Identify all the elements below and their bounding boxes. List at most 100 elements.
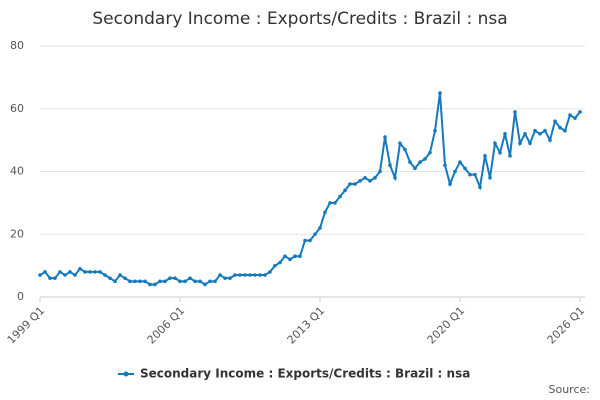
point — [403, 147, 407, 152]
point — [303, 238, 307, 243]
y-tick-label: 40 — [10, 165, 24, 178]
point — [153, 282, 157, 287]
point — [443, 163, 447, 168]
point — [388, 163, 392, 168]
point — [353, 182, 357, 186]
point — [38, 273, 42, 277]
point — [143, 279, 147, 284]
point — [63, 273, 67, 277]
point — [188, 276, 192, 280]
point — [168, 276, 172, 280]
point — [468, 172, 472, 177]
point — [538, 132, 542, 136]
point — [178, 279, 182, 284]
point — [513, 110, 517, 114]
point — [88, 270, 92, 274]
point — [213, 279, 217, 284]
point — [198, 279, 202, 284]
point — [208, 279, 212, 284]
point — [413, 166, 417, 171]
point — [343, 188, 347, 193]
point — [323, 210, 327, 215]
point — [253, 273, 257, 277]
point — [453, 169, 457, 174]
point — [563, 128, 567, 133]
y-tick-label: 80 — [10, 39, 24, 52]
point — [368, 179, 372, 183]
point — [518, 141, 522, 146]
point — [408, 160, 412, 164]
legend-marker — [123, 371, 129, 377]
point — [503, 132, 507, 136]
point — [458, 160, 462, 164]
chart-title: Secondary Income : Exports/Credits : Bra… — [92, 9, 507, 29]
point — [223, 276, 227, 280]
point — [448, 182, 452, 186]
point — [268, 270, 272, 274]
point — [278, 260, 282, 265]
point — [438, 91, 442, 95]
point — [123, 276, 127, 280]
point — [398, 141, 402, 146]
point — [558, 125, 562, 130]
point — [103, 273, 107, 277]
point — [263, 273, 267, 277]
point — [348, 182, 352, 186]
point — [258, 273, 262, 277]
y-tick-label: 20 — [10, 227, 24, 240]
y-tick-label: 0 — [17, 290, 24, 303]
point — [173, 276, 177, 280]
point — [423, 157, 427, 161]
point — [378, 169, 382, 174]
point — [98, 270, 102, 274]
point — [498, 150, 502, 155]
point — [228, 276, 232, 280]
point — [48, 276, 52, 280]
point — [338, 194, 342, 199]
point — [473, 172, 477, 177]
point — [158, 279, 162, 284]
series-line — [39, 92, 581, 286]
point — [383, 135, 387, 139]
point — [53, 276, 57, 280]
point — [578, 110, 582, 114]
point — [138, 279, 142, 284]
point — [283, 254, 287, 259]
point — [463, 166, 467, 171]
point — [393, 175, 397, 180]
point — [308, 238, 312, 243]
point — [318, 226, 322, 230]
point — [183, 279, 187, 284]
x-tick-label: 2020 Q1 — [425, 304, 468, 347]
point — [243, 273, 247, 277]
point — [233, 273, 237, 277]
point — [363, 175, 367, 180]
point — [43, 270, 47, 274]
point — [333, 201, 337, 205]
x-tick-label: 1999 Q1 — [5, 304, 48, 347]
point — [428, 150, 432, 155]
point — [373, 175, 377, 180]
x-tick-label: 2013 Q1 — [285, 304, 328, 347]
point — [328, 201, 332, 205]
point — [118, 273, 122, 277]
point — [218, 273, 222, 277]
point — [433, 128, 437, 133]
point — [358, 179, 362, 183]
point — [483, 154, 487, 158]
legend-label: Secondary Income : Exports/Credits : Bra… — [140, 367, 470, 381]
point — [298, 254, 302, 259]
point — [113, 279, 117, 284]
point — [68, 270, 72, 274]
point — [83, 270, 87, 274]
point — [73, 273, 77, 277]
source: Source: — [549, 383, 591, 396]
point — [508, 154, 512, 158]
point — [163, 279, 167, 284]
point — [543, 128, 547, 133]
point — [78, 266, 82, 271]
point — [293, 254, 297, 259]
point — [203, 282, 207, 287]
point — [418, 160, 422, 164]
